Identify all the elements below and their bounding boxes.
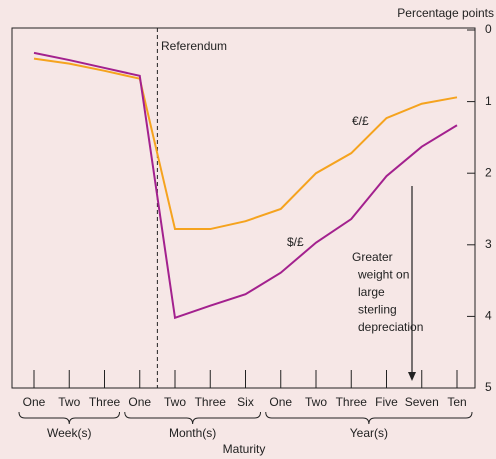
x-tick-label: Three bbox=[195, 395, 227, 409]
x-tick-label: Five bbox=[375, 395, 398, 409]
x-tick-label: Three bbox=[336, 395, 368, 409]
x-tick-label: Ten bbox=[447, 395, 466, 409]
group-label: Month(s) bbox=[169, 426, 216, 440]
x-tick-label: Two bbox=[164, 395, 186, 409]
note-line: large bbox=[358, 285, 385, 299]
plot-frame bbox=[11, 27, 476, 389]
x-tick-label: One bbox=[269, 395, 292, 409]
y-tick-label: 3 bbox=[485, 237, 492, 251]
note-arrowhead bbox=[408, 372, 416, 381]
x-tick-label: Six bbox=[237, 395, 254, 409]
x-axis-label: Maturity bbox=[223, 442, 266, 456]
note-line: Greater bbox=[352, 250, 393, 264]
series-label: $/£ bbox=[287, 235, 304, 249]
x-tick-label: One bbox=[128, 395, 151, 409]
y-tick-label: 4 bbox=[485, 309, 492, 323]
note-line: weight on bbox=[357, 268, 409, 282]
x-tick-label: Two bbox=[58, 395, 80, 409]
note-line: depreciation bbox=[358, 320, 423, 334]
series-label: €/£ bbox=[352, 114, 369, 128]
group-label: Year(s) bbox=[350, 426, 388, 440]
group-brace bbox=[124, 411, 261, 425]
series-line bbox=[33, 57, 458, 231]
group-brace bbox=[18, 411, 120, 425]
y-tick-label: 2 bbox=[485, 165, 492, 179]
x-tick-label: One bbox=[23, 395, 46, 409]
group-label: Week(s) bbox=[47, 426, 91, 440]
y-axis-label: Percentage points bbox=[397, 6, 494, 20]
group-brace bbox=[265, 411, 473, 425]
y-tick-label: 5 bbox=[485, 380, 492, 394]
y-tick-label: 1 bbox=[485, 94, 492, 108]
x-tick-label: Two bbox=[305, 395, 327, 409]
y-tick-label: 0 bbox=[485, 22, 492, 36]
x-tick-label: Seven bbox=[405, 395, 439, 409]
note-line: sterling bbox=[358, 303, 397, 317]
x-tick-label: Three bbox=[89, 395, 121, 409]
event-label: Referendum bbox=[161, 39, 227, 53]
series-line bbox=[33, 51, 458, 320]
